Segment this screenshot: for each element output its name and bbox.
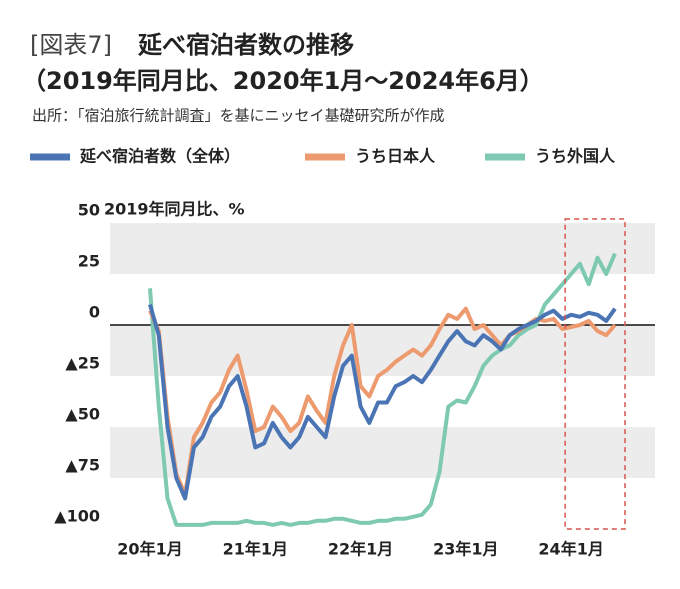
chart-subtitle: （2019年同月比、2020年1月～2024年6月） — [22, 67, 544, 95]
y-tick-label: ▲50 — [65, 405, 100, 424]
y-tick-label: ▲25 — [65, 354, 100, 373]
highlight-box — [564, 218, 626, 530]
chart-title: 延べ宿泊者数の推移 — [137, 31, 354, 59]
y-tick-label: 25 — [78, 252, 100, 271]
plot-background — [110, 223, 655, 478]
x-tick-label: 23年1月 — [433, 540, 498, 559]
x-tick-label: 24年1月 — [538, 540, 603, 559]
x-tick-label: 20年1月 — [117, 540, 182, 559]
y-tick-label: ▲75 — [65, 456, 100, 475]
grid-band — [110, 223, 655, 274]
figure-label: [図表7] — [30, 31, 112, 59]
legend-label: うち外国人 — [535, 147, 616, 166]
series-line — [148, 304, 617, 501]
source-note: 出所：「宿泊旅行統計調査」を基にニッセイ基礎研究所が作成 — [32, 107, 445, 125]
plot-lines — [148, 252, 617, 527]
y-tick-label: 0 — [89, 303, 100, 322]
x-tick-label: 22年1月 — [328, 540, 393, 559]
legend-label: 延べ宿泊者数（全体） — [79, 147, 240, 166]
x-tick-label: 21年1月 — [223, 540, 288, 559]
grid-band — [110, 427, 655, 478]
y-axis-label: 2019年同月比、% — [104, 200, 245, 219]
y-tick-label: 50 — [78, 201, 100, 220]
legend-label: うち日本人 — [355, 147, 436, 166]
grid-band — [110, 325, 655, 376]
y-tick-label: ▲100 — [54, 507, 100, 526]
